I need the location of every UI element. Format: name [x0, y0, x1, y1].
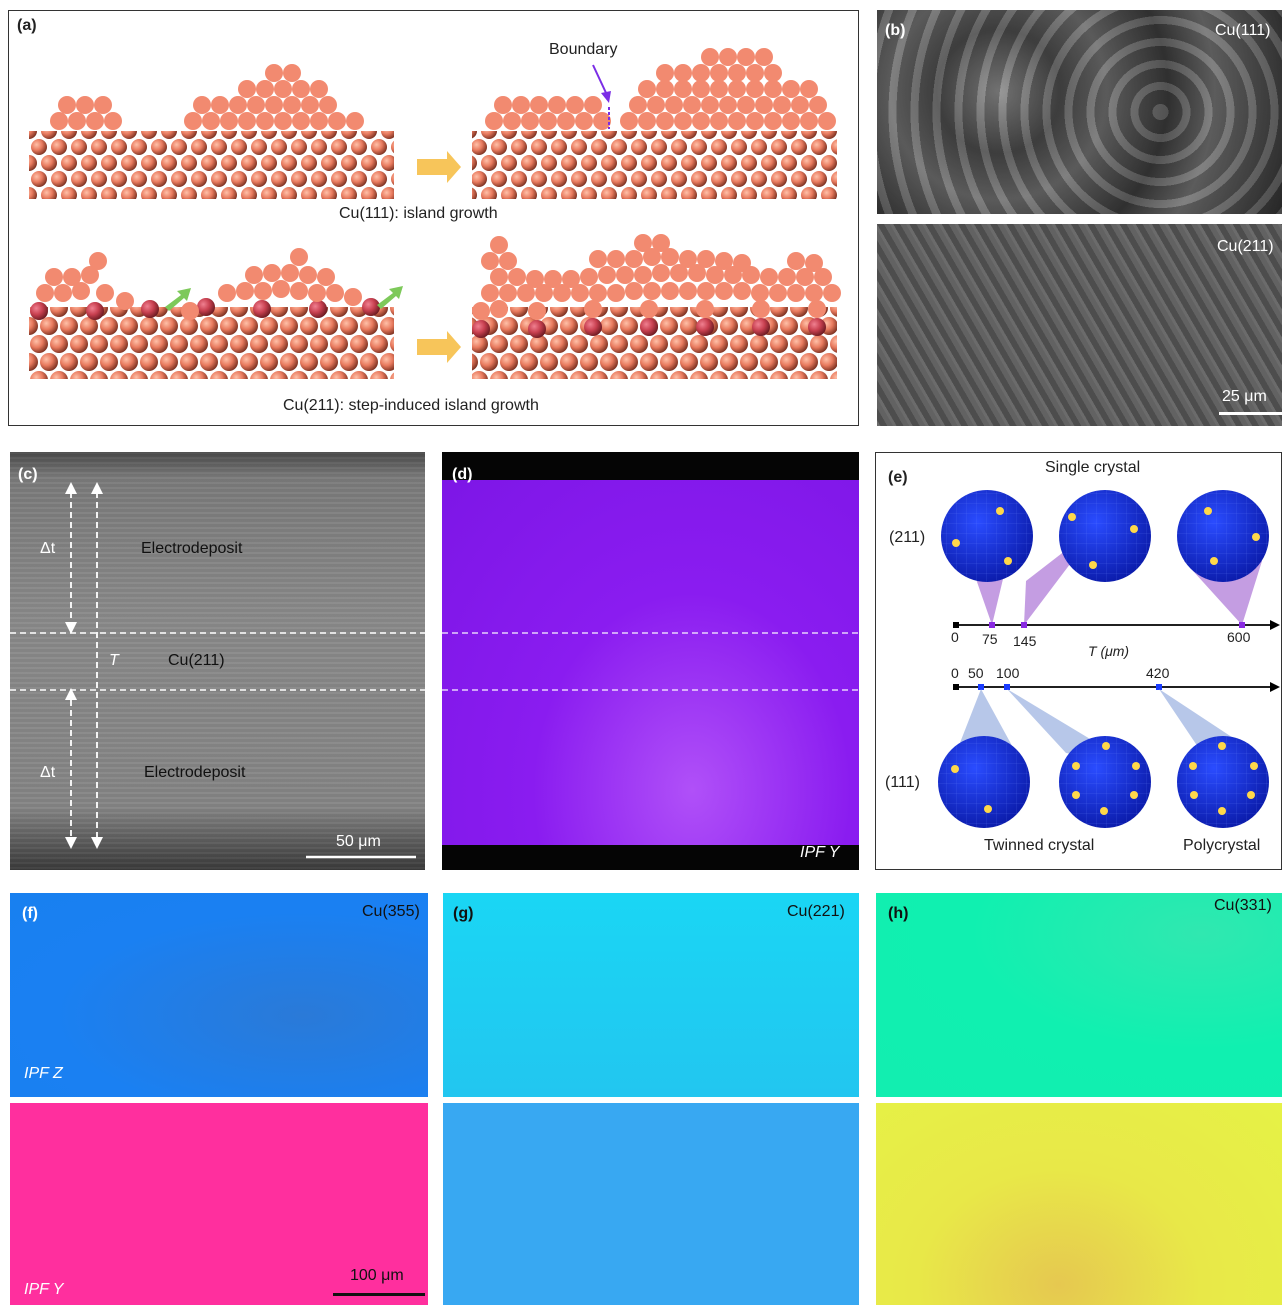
islands-211-left: [36, 248, 362, 320]
single-crystal-label: Single crystal: [1045, 459, 1141, 476]
sphere-111-50: [938, 736, 1030, 828]
row-211-label: (211): [889, 529, 926, 546]
panel-b-bottom: Cu(211) 25 μm: [877, 224, 1282, 426]
panel-c: (c) Δt Electrodeposit T Cu(211) Δt Elect…: [10, 452, 425, 870]
polycrystal-label: Polycrystal: [1183, 837, 1261, 854]
caption-211: Cu(211): step-induced island growth: [283, 397, 539, 414]
panel-e-label: (e): [888, 469, 908, 486]
electrodeposit-top: Electrodeposit: [141, 540, 243, 557]
pole-figure-diagram: [938, 490, 1280, 828]
caption-111: Cu(111): island growth: [339, 205, 498, 222]
tick-top-75: 75: [982, 631, 998, 647]
islands-111-right: [485, 48, 836, 130]
panel-h-top: (h) Cu(331): [876, 893, 1282, 1097]
boundary-arrow: [592, 64, 608, 96]
sphere-211-145: [1059, 490, 1151, 582]
panel-g-bottom: [443, 1103, 859, 1305]
panel-g-tag: Cu(221): [787, 903, 845, 920]
panel-f-label: (f): [22, 905, 38, 922]
tick-top-0: 0: [951, 629, 959, 645]
sphere-211-600: [1177, 490, 1269, 582]
islands-211-right: [472, 234, 841, 320]
panel-a-label: (a): [17, 17, 37, 34]
steps-211-left: [30, 298, 380, 320]
substrate-211-right: [472, 307, 837, 379]
panel-h-label: (h): [888, 905, 909, 922]
tick-bottom-100: 100: [996, 665, 1020, 681]
substrate-111-right: [472, 131, 837, 199]
row-111-label: (111): [885, 774, 920, 791]
panel-b-top-tag: Cu(111): [1215, 22, 1271, 39]
panel-b-top: (b) Cu(111): [877, 10, 1282, 214]
dt-top: Δt: [40, 540, 56, 557]
panel-c-scale: 50 μm: [336, 833, 381, 850]
arrow-top: [417, 151, 461, 183]
panel-h-tag: Cu(331): [1214, 897, 1272, 914]
cu211-layer: Cu(211): [168, 652, 225, 669]
panel-b-scale: 25 μm: [1222, 388, 1267, 405]
panel-g-label: (g): [453, 905, 474, 922]
panel-g-top: (g) Cu(221): [443, 893, 859, 1097]
panel-a: (a): [8, 10, 859, 426]
substrate-111-left: [29, 131, 394, 199]
sphere-111-420: [1177, 736, 1269, 828]
arrow-bottom: [417, 331, 461, 363]
green-arrow-2: [377, 286, 403, 309]
tick-bottom-420: 420: [1146, 665, 1170, 681]
boundary-label: Boundary: [549, 41, 618, 58]
substrate-211-left: [29, 307, 394, 379]
sphere-211-75: [941, 490, 1033, 582]
tick-top-145: 145: [1013, 633, 1037, 649]
panel-b-bottom-tag: Cu(211): [1217, 238, 1274, 255]
t-label: T: [109, 652, 119, 669]
sphere-111-100: [1059, 736, 1151, 828]
tick-bottom-50: 50: [968, 665, 984, 681]
panel-b-label: (b): [885, 22, 906, 39]
green-arrow-1: [165, 288, 191, 311]
panel-b-scalebar: [1219, 412, 1282, 415]
panel-f-top: (f) Cu(355) IPF Z: [10, 893, 428, 1097]
dt-bottom: Δt: [40, 764, 56, 781]
panel-f-scale: 100 μm: [350, 1267, 404, 1284]
panel-f-tag: Cu(355): [362, 903, 420, 920]
panel-f-bottom: IPF Y 100 μm: [10, 1103, 428, 1305]
panel-d-tag: IPF Y: [800, 844, 840, 861]
panel-d: (d) IPF Y: [442, 452, 859, 870]
islands-111-left: [50, 64, 364, 130]
panel-h-bottom: [876, 1103, 1282, 1305]
growth-schematic: [29, 48, 841, 379]
t-axis-label: T (μm): [1088, 643, 1130, 659]
ipf-map-d: [442, 480, 859, 845]
electrodeposit-bottom: Electrodeposit: [144, 764, 246, 781]
ipf-y-label: IPF Y: [24, 1281, 64, 1298]
tick-bottom-0: 0: [951, 665, 959, 681]
panel-e: (e) Single crystal (211) (111) 0 75 145 …: [875, 452, 1282, 870]
panel-f-scalebar: [333, 1293, 425, 1296]
panel-c-label: (c): [18, 466, 38, 483]
panel-c-markers: [10, 482, 425, 859]
steps-211-right: [472, 318, 826, 338]
twinned-label: Twinned crystal: [984, 837, 1095, 854]
ipf-z-label: IPF Z: [24, 1065, 63, 1082]
panel-d-label: (d): [452, 466, 473, 483]
tick-top-600: 600: [1227, 629, 1251, 645]
